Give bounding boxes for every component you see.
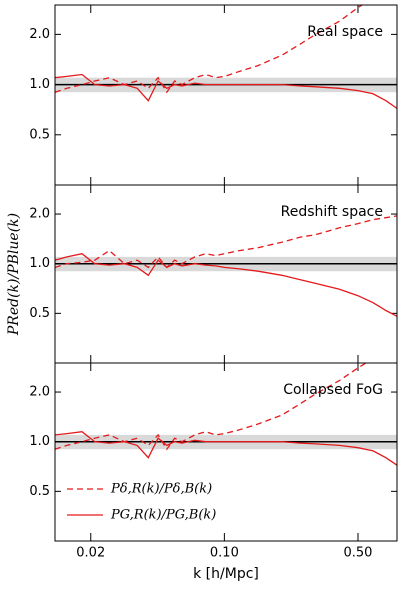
line-series — [55, 215, 397, 269]
line-series — [55, 5, 364, 94]
line-series — [55, 73, 397, 109]
y-axis-label: PRed(k)/PBlue(k) — [6, 213, 22, 336]
y-tick-label: 0.5 — [29, 484, 50, 499]
y-tick-label: 2.0 — [29, 207, 50, 222]
line-series — [55, 431, 397, 466]
annotation: Real space — [307, 24, 383, 40]
y-tick-label: 0.5 — [29, 127, 50, 142]
annotation: Redshift space — [281, 204, 383, 220]
y-tick-label: 1.0 — [29, 77, 50, 92]
legend-label: Pδ,R(k)/Pδ,B(k) — [110, 482, 212, 497]
annotation: Collapsed FoG — [283, 382, 383, 398]
x-axis-label: k [h/Mpc] — [193, 566, 259, 582]
y-tick-label: 2.0 — [29, 27, 50, 42]
y-tick-label: 1.0 — [29, 256, 50, 271]
plot-area — [55, 5, 397, 109]
y-tick-label: 2.0 — [29, 385, 50, 400]
y-tick-label: 1.0 — [29, 434, 50, 449]
line-series — [55, 363, 368, 451]
x-tick-label: 0.50 — [344, 546, 373, 561]
plot-area — [55, 363, 397, 466]
plot-area — [55, 215, 397, 317]
x-tick-label: 0.02 — [76, 546, 105, 561]
y-tick-label: 0.5 — [29, 306, 50, 321]
legend-label: PG,R(k)/PG,B(k) — [110, 508, 216, 523]
line-series — [55, 253, 397, 317]
x-tick-label: 0.10 — [210, 546, 239, 561]
axes-frame — [54, 362, 398, 542]
